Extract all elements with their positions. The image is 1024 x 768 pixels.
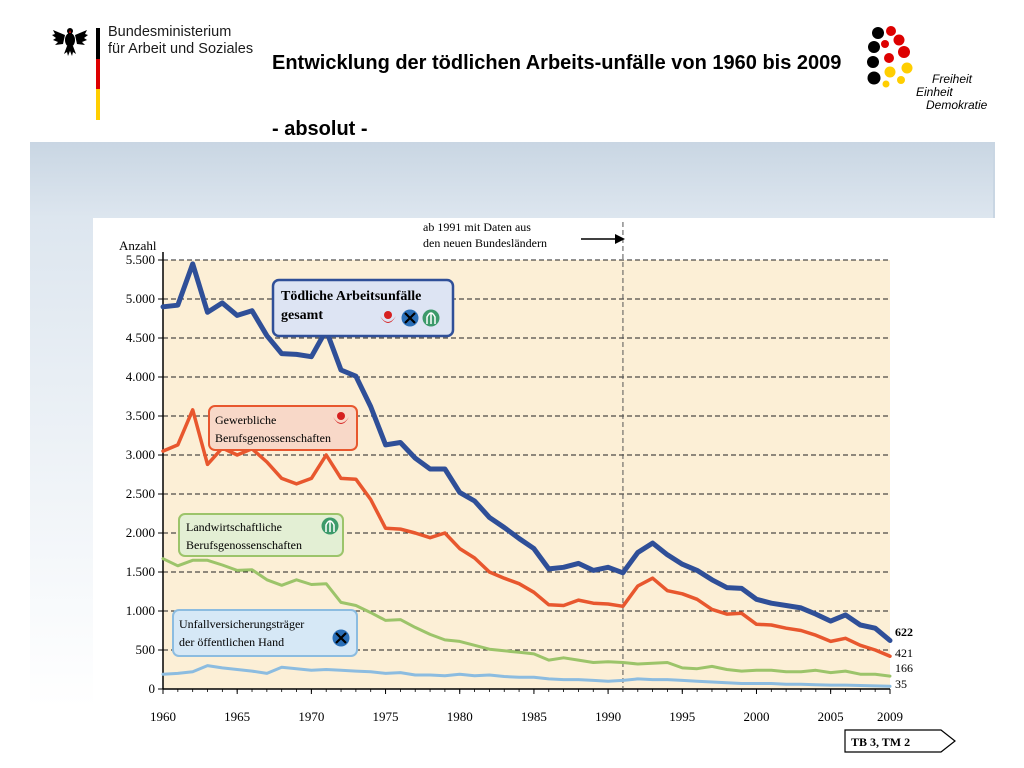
legend-box-oeffentlich: Unfallversicherungsträger der öffentlich… xyxy=(172,609,358,657)
campaign-word-einheit: Einheit xyxy=(916,85,953,99)
slide-title: Entwicklung der tödlichen Arbeits-unfäll… xyxy=(272,52,842,74)
bg-gewerblich-icon xyxy=(333,412,349,424)
y-tick-label: 2.500 xyxy=(126,486,155,501)
series-line-oeffentlich xyxy=(161,664,892,688)
x-tick-label: 2009 xyxy=(877,709,903,724)
x-tick-label: 1965 xyxy=(224,709,250,724)
campaign-word-demokratie: Demokratie xyxy=(926,98,988,112)
legend-landwirtschaft-line1: Landwirtschaftliche xyxy=(186,520,282,534)
y-tick-label: 5.000 xyxy=(126,291,155,306)
y-tick-label: 3.000 xyxy=(126,447,155,462)
end-label: 421 xyxy=(895,646,913,660)
y-tick-label: 1.000 xyxy=(126,603,155,618)
y-axis-label: Anzahl xyxy=(119,238,157,253)
x-tick-label: 1990 xyxy=(595,709,621,724)
legend-box-gewerblich: Gewerbliche Berufsgenossenschaften xyxy=(208,405,358,451)
series-line-total xyxy=(160,261,893,643)
fatal-accidents-chart: 0 500 1.000 1.500 2.000 2.500 3.000 3.500 4.000 4… xyxy=(93,218,995,766)
annotation-line1: ab 1991 mit Daten aus xyxy=(423,220,531,234)
series-line-landwirtschaft xyxy=(161,557,892,678)
campaign-word-freiheit: Freiheit xyxy=(932,72,973,86)
y-tick-label: 3.500 xyxy=(126,408,155,423)
unfallkasse-icon xyxy=(401,309,419,327)
series-line-gewerblich xyxy=(161,408,892,658)
y-tick-label: 2.000 xyxy=(126,525,155,540)
annotation-1991: ab 1991 mit Daten aus den neuen Bundeslä… xyxy=(423,220,625,689)
ministry-name: Bundesministerium für Arbeit und Soziale… xyxy=(108,24,253,58)
reference-badge: TB 3, TM 2 xyxy=(844,729,956,753)
end-label: 166 xyxy=(895,661,913,675)
x-tick-label: 1970 xyxy=(298,709,324,724)
header-band-edge xyxy=(993,142,995,218)
legend-gewerblich-line1: Gewerbliche xyxy=(215,413,276,427)
axes xyxy=(162,252,890,690)
slide-subtitle: - absolut - xyxy=(272,118,368,140)
legend-oeffentlich-line1: Unfallversicherungsträger xyxy=(179,617,304,631)
annotation-line2: den neuen Bundesländern xyxy=(423,236,547,250)
y-axis-tick-labels: 0 500 1.000 1.500 2.000 2.500 3.000 3.500 4.000 4… xyxy=(126,252,163,696)
y-tick-label: 4.500 xyxy=(126,330,155,345)
x-axis-tick-labels: 1960 1965 1970 1975 1980 1985 1990 1995 2000 2005… xyxy=(150,689,903,724)
y-tick-label: 0 xyxy=(149,681,156,696)
legend-box-landwirtschaft: Landwirtschaftliche Berufsgenossenschaft… xyxy=(178,513,344,557)
federal-eagle-icon xyxy=(52,28,88,56)
reference-badge-label: TB 3, TM 2 xyxy=(851,735,910,749)
header-band xyxy=(30,142,995,218)
legend-total-line1: Tödliche Arbeitsunfälle xyxy=(281,289,421,304)
flag-bar xyxy=(96,28,100,120)
annotation-arrow-icon xyxy=(581,234,625,244)
x-tick-label: 2005 xyxy=(818,709,844,724)
legend-gewerblich-line2: Berufsgenossenschaften xyxy=(215,431,331,445)
slide-header: Bundesministerium für Arbeit und Soziale… xyxy=(0,0,1024,142)
end-label: 622 xyxy=(895,625,913,639)
unfallkasse-icon xyxy=(332,629,350,647)
x-tick-label: 1975 xyxy=(373,709,399,724)
x-tick-label: 1995 xyxy=(669,709,695,724)
legend-oeffentlich-line2: der öffentlichen Hand xyxy=(179,635,284,649)
legend-total-line2: gesamt xyxy=(281,308,323,323)
ministry-name-line2: für Arbeit und Soziales xyxy=(108,41,254,57)
y-tick-label: 1.500 xyxy=(126,564,155,579)
x-tick-label: 1980 xyxy=(447,709,473,724)
x-tick-label: 1960 xyxy=(150,709,176,724)
end-label: 35 xyxy=(895,677,907,691)
left-band xyxy=(30,218,93,708)
campaign-dots-icon xyxy=(867,26,913,88)
campaign-logo: Freiheit Einheit Demokratie xyxy=(867,26,988,112)
legend-landwirtschaft-line2: Berufsgenossenschaften xyxy=(186,538,302,552)
ministry-name-line1: Bundesministerium xyxy=(108,24,232,40)
bg-gewerblich-icon xyxy=(380,311,396,323)
ministry-logo: Bundesministerium für Arbeit und Soziale… xyxy=(50,24,270,124)
series-layer xyxy=(160,261,893,688)
y-tick-label: 4.000 xyxy=(126,369,155,384)
bg-landwirtschaft-icon xyxy=(422,309,440,327)
x-tick-label: 2000 xyxy=(743,709,769,724)
y-tick-label: 500 xyxy=(136,642,156,657)
y-tick-label: 5.500 xyxy=(126,252,155,267)
legend-box-total: Tödliche Arbeitsunfälle gesamt xyxy=(271,278,455,338)
bg-landwirtschaft-icon xyxy=(321,517,339,535)
x-tick-label: 1985 xyxy=(521,709,547,724)
